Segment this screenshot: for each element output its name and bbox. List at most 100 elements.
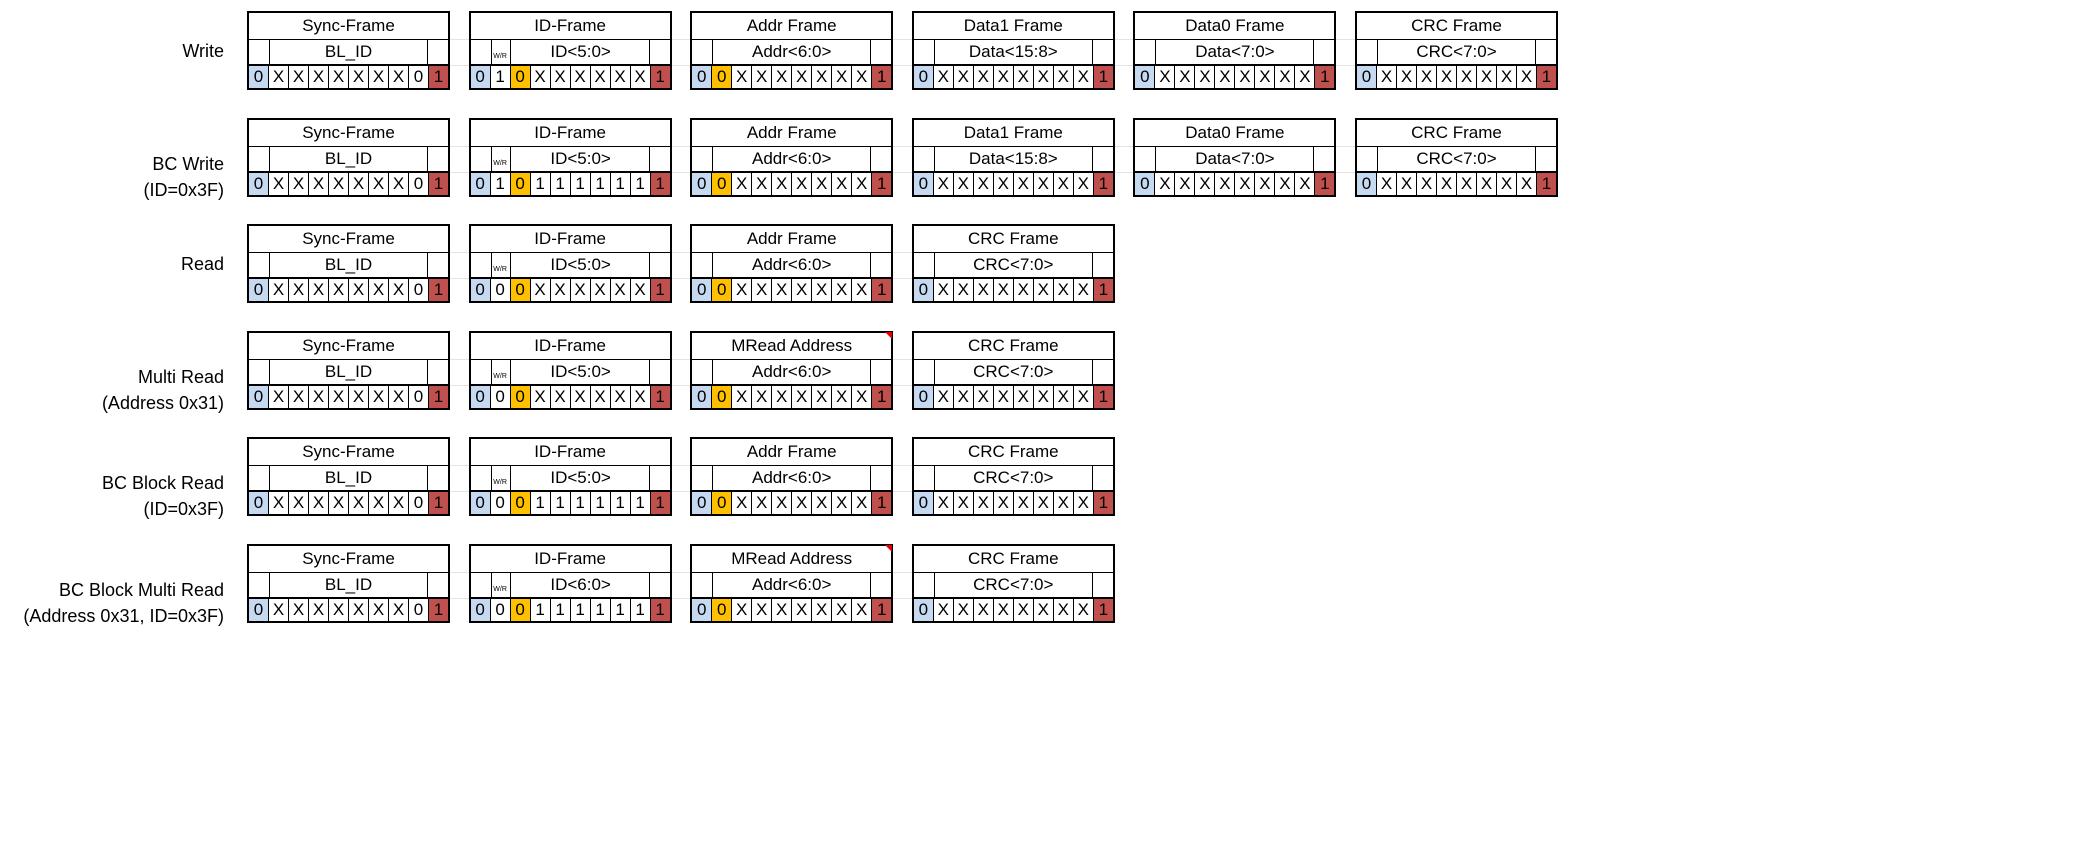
bit-cell: X <box>1497 66 1517 88</box>
frame-title: Addr Frame <box>692 13 892 40</box>
frame-field-row: BL_ID <box>249 359 448 386</box>
bit-cell: X <box>732 172 753 195</box>
bit-cell: X <box>1014 279 1034 301</box>
addr-flag-bit: 0 <box>712 492 733 514</box>
bit-cell: X <box>1517 66 1537 88</box>
bit-cell: X <box>954 598 974 621</box>
field-edge-cell <box>1135 146 1157 171</box>
field-edge-cell <box>249 572 270 597</box>
row-guide-line <box>247 358 1115 360</box>
bit-cell: X <box>289 598 309 621</box>
frame-field: CRC<7:0> <box>1416 42 1497 61</box>
start-bit: 0 <box>1135 172 1156 195</box>
field-edge-cell <box>692 359 714 384</box>
start-bit: 0 <box>249 172 269 195</box>
bit-cell: 0 <box>409 172 429 195</box>
field-edge-cell <box>1091 466 1113 490</box>
bit-cell: 1 <box>591 492 611 514</box>
addr-flag-bit: 0 <box>712 279 733 301</box>
frame-field-row: CRC<7:0> <box>913 466 1113 492</box>
bit-cell: 1 <box>631 492 651 514</box>
bit-cell: 1 <box>571 172 591 195</box>
field-edge-cell <box>249 466 270 490</box>
bit-cell: X <box>349 66 369 88</box>
frame-field: Addr<6:0> <box>751 574 832 594</box>
stop-bit: 1 <box>872 66 892 88</box>
field-edge-cell <box>471 572 492 597</box>
bit-cell: X <box>611 279 631 301</box>
row-guide-line <box>247 571 1115 573</box>
bit-cell: X <box>1054 172 1074 195</box>
bit-cell: X <box>531 279 551 301</box>
start-bit: 0 <box>1357 172 1377 195</box>
bit-cell: X <box>974 66 994 88</box>
frame-field: BL_ID <box>324 255 373 274</box>
bit-cell: 0 <box>409 492 429 514</box>
bit-cell: X <box>812 172 833 195</box>
stop-bit: 1 <box>429 66 448 88</box>
bit-cell: 1 <box>531 172 551 195</box>
bit-cell: X <box>631 66 651 88</box>
frame-title: ID-Frame <box>470 546 670 573</box>
comment-marker-icon <box>885 544 893 552</box>
bit-cell: X <box>792 385 813 408</box>
bit-cell: X <box>289 385 309 408</box>
bit-cell: X <box>732 598 753 621</box>
start-bit: 0 <box>249 66 269 88</box>
frame-field: Addr<6:0> <box>751 255 832 274</box>
field-edge-cell <box>870 359 891 384</box>
frame-field: CRC<7:0> <box>973 468 1054 487</box>
bit-cell: 1 <box>611 598 631 621</box>
frame-title: CRC Frame <box>913 439 1113 466</box>
bit-cell: X <box>571 279 591 301</box>
frame-box: ID-Frame W/R ID<5:0> 0 1 0 X X X X X X 1 <box>468 11 672 90</box>
field-edge-cell <box>427 253 448 277</box>
field-edge-cell <box>1357 146 1378 171</box>
field-edge-cell <box>471 40 492 64</box>
bit-cell: 1 <box>611 492 631 514</box>
bit-cell: X <box>934 492 954 514</box>
frame-box: ID-Frame W/R ID<5:0> 0 0 0 X X X X X X 1 <box>468 330 672 410</box>
frame-title: Addr Frame <box>692 226 892 253</box>
frame-title: ID-Frame <box>470 226 670 253</box>
bit-cell: X <box>269 598 289 621</box>
frame-field: ID<5:0> <box>550 42 611 61</box>
bit-cell: X <box>1477 172 1497 195</box>
frame-field-row: Data<15:8> <box>913 146 1113 173</box>
frame-protocol-diagram: Write Sync-Frame BL_ID 0 X X X X X X X 0 1 ID-Frame W/… <box>23 11 1558 626</box>
frame-title: Sync-Frame <box>249 13 448 40</box>
bit-cell: X <box>1417 172 1437 195</box>
frame-box: Sync-Frame BL_ID 0 X X X X X X X 0 1 <box>247 543 450 623</box>
frame-field: BL_ID <box>324 574 373 594</box>
stop-bit: 1 <box>1537 172 1556 195</box>
bit-cell: 1 <box>491 172 511 195</box>
field-edge-cell <box>427 572 448 597</box>
stop-bit: 1 <box>429 385 448 408</box>
stop-bit: 1 <box>872 598 892 621</box>
wr-bit: 0 <box>510 385 531 408</box>
row-label: BC Block Multi Read <box>58 579 224 600</box>
frame-field: Data<15:8> <box>968 148 1058 168</box>
frame-box: CRC Frame CRC<7:0> 0 X X X X X X X X 1 <box>911 437 1115 516</box>
frame-box: ID-Frame W/R ID<5:0> 0 0 0 X X X X X X 1 <box>468 224 672 303</box>
bit-cell: X <box>852 279 873 301</box>
bit-cell: X <box>1175 66 1196 88</box>
start-bit: 0 <box>913 385 934 408</box>
stop-bit: 1 <box>650 598 670 621</box>
field-edge-cell <box>692 146 714 171</box>
bit-cell: X <box>269 66 289 88</box>
field-edge-cell <box>1091 40 1113 64</box>
bit-cell: X <box>1295 172 1316 195</box>
bit-cell: X <box>389 492 409 514</box>
field-edge-cell <box>648 253 670 277</box>
frame-box: Sync-Frame BL_ID 0 X X X X X X X 0 1 <box>247 117 450 197</box>
field-edge-cell <box>1135 40 1157 64</box>
bit-cell: X <box>752 385 773 408</box>
bit-cell: X <box>832 598 853 621</box>
